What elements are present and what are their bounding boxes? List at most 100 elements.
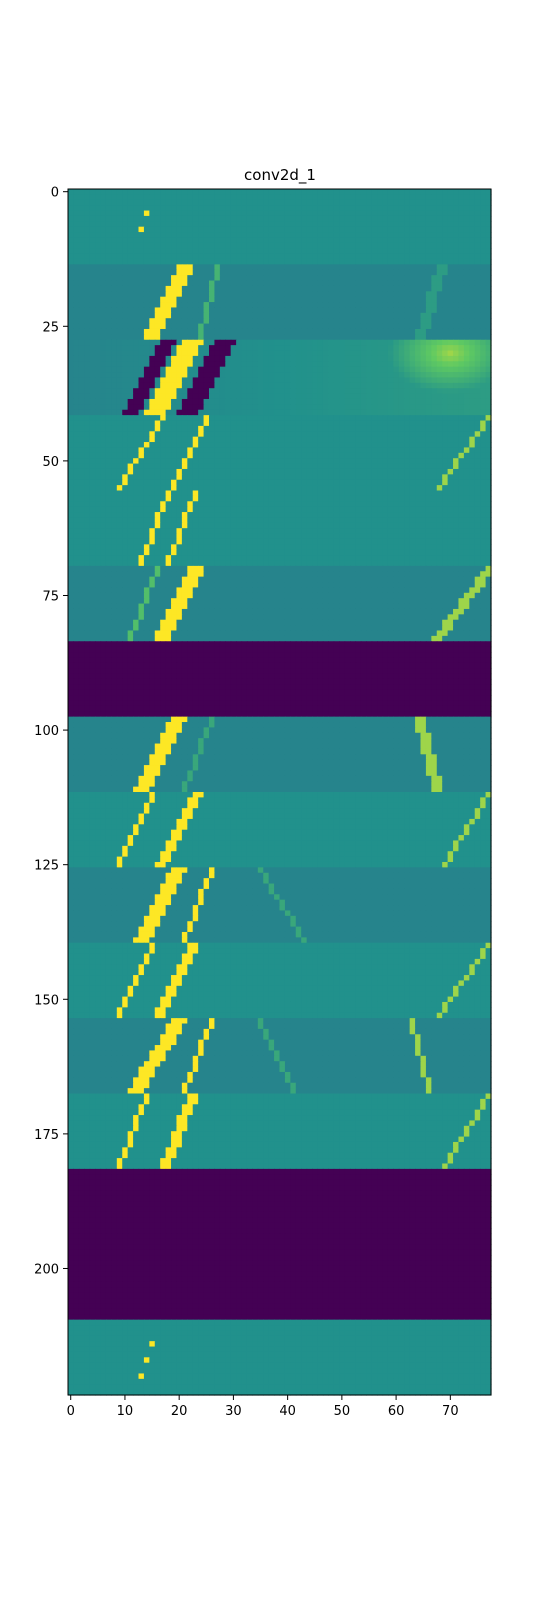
heatmap-cell (165, 425, 172, 432)
heatmap-cell (192, 264, 199, 271)
heatmap-cell (284, 468, 291, 475)
heatmap-cell (322, 468, 329, 475)
heatmap-cell (355, 447, 362, 454)
heatmap-cell (225, 205, 232, 212)
heatmap-cell (214, 431, 221, 438)
heatmap-cell (404, 280, 411, 287)
heatmap-cell (252, 285, 259, 292)
heatmap-cell (447, 506, 454, 513)
heatmap-cell (333, 361, 340, 368)
heatmap-cell (312, 307, 319, 314)
heatmap-cell (398, 242, 405, 249)
heatmap-cell (192, 409, 199, 416)
heatmap-cell (105, 431, 112, 438)
heatmap-cell (111, 334, 118, 341)
heatmap-cell (404, 463, 411, 470)
heatmap-cell (73, 285, 80, 292)
heatmap-cell (105, 248, 112, 255)
heatmap-cell (68, 452, 75, 459)
heatmap-cell (160, 199, 167, 206)
heatmap-cell (225, 345, 232, 352)
heatmap-cell (333, 415, 340, 422)
heatmap-cell (154, 318, 161, 325)
heatmap-cell (268, 302, 275, 309)
heatmap-cell (474, 296, 481, 303)
heatmap-cell (469, 350, 476, 357)
heatmap-cell (192, 339, 199, 346)
heatmap-cell (480, 442, 487, 449)
heatmap-cell (230, 334, 237, 341)
heatmap-cell (436, 382, 443, 389)
heatmap-cell (263, 285, 270, 292)
heatmap-cell (447, 205, 454, 212)
heatmap-cell (453, 258, 460, 265)
heatmap-cell (236, 258, 243, 265)
heatmap-cell (474, 258, 481, 265)
heatmap-cell (453, 334, 460, 341)
heatmap-cell (252, 393, 259, 400)
heatmap-cell (203, 447, 210, 454)
heatmap-cell (431, 474, 438, 481)
heatmap-cell (284, 372, 291, 379)
heatmap-cell (257, 194, 264, 201)
heatmap-cell (230, 506, 237, 513)
heatmap-cell (160, 393, 167, 400)
heatmap-cell (116, 517, 123, 524)
heatmap-cell (252, 226, 259, 233)
heatmap-cell (219, 409, 226, 416)
heatmap-cell (133, 452, 140, 459)
heatmap-cell (344, 415, 351, 422)
heatmap-cell (225, 242, 232, 249)
heatmap-cell (209, 447, 216, 454)
heatmap-cell (317, 425, 324, 432)
heatmap-cell (382, 522, 389, 529)
heatmap-cell (181, 522, 188, 529)
heatmap-cell (431, 398, 438, 405)
heatmap-cell (68, 210, 75, 217)
heatmap-cell (198, 479, 205, 486)
heatmap-cell (382, 458, 389, 465)
heatmap-cell (198, 189, 205, 195)
heatmap-cell (420, 468, 427, 475)
heatmap-cell (355, 210, 362, 217)
heatmap-cell (387, 275, 394, 282)
heatmap-cell (453, 479, 460, 486)
heatmap-cell (181, 275, 188, 282)
heatmap-cell (453, 264, 460, 271)
heatmap-cell (236, 528, 243, 535)
heatmap-cell (301, 339, 308, 346)
heatmap-cell (89, 307, 96, 314)
heatmap-cell (176, 436, 183, 443)
heatmap-cell (442, 479, 449, 486)
heatmap-cell (371, 409, 378, 416)
heatmap-cell (241, 237, 248, 244)
heatmap-cell (219, 280, 226, 287)
heatmap-cell (192, 302, 199, 309)
heatmap-cell (279, 436, 286, 443)
heatmap-cell (306, 377, 313, 384)
heatmap-cell (122, 355, 129, 362)
heatmap-cell (246, 237, 253, 244)
heatmap-cell (404, 264, 411, 271)
heatmap-cell (236, 485, 243, 492)
heatmap-cell (89, 355, 96, 362)
heatmap-cell (122, 447, 129, 454)
heatmap-cell (431, 205, 438, 212)
heatmap-cell (453, 361, 460, 368)
heatmap-cell (317, 404, 324, 411)
heatmap-cell (306, 361, 313, 368)
heatmap-cell (111, 242, 118, 249)
heatmap-cell (138, 226, 145, 233)
heatmap-cell (295, 442, 302, 449)
heatmap-cell (127, 431, 134, 438)
heatmap-cell (241, 366, 248, 373)
heatmap-cell (312, 485, 319, 492)
heatmap-cell (241, 458, 248, 465)
heatmap-cell (425, 269, 432, 276)
heatmap-cell (442, 328, 449, 335)
heatmap-cell (209, 194, 216, 201)
heatmap-cell (339, 269, 346, 276)
heatmap-cell (404, 285, 411, 292)
heatmap-cell (192, 366, 199, 373)
heatmap-cell (284, 275, 291, 282)
